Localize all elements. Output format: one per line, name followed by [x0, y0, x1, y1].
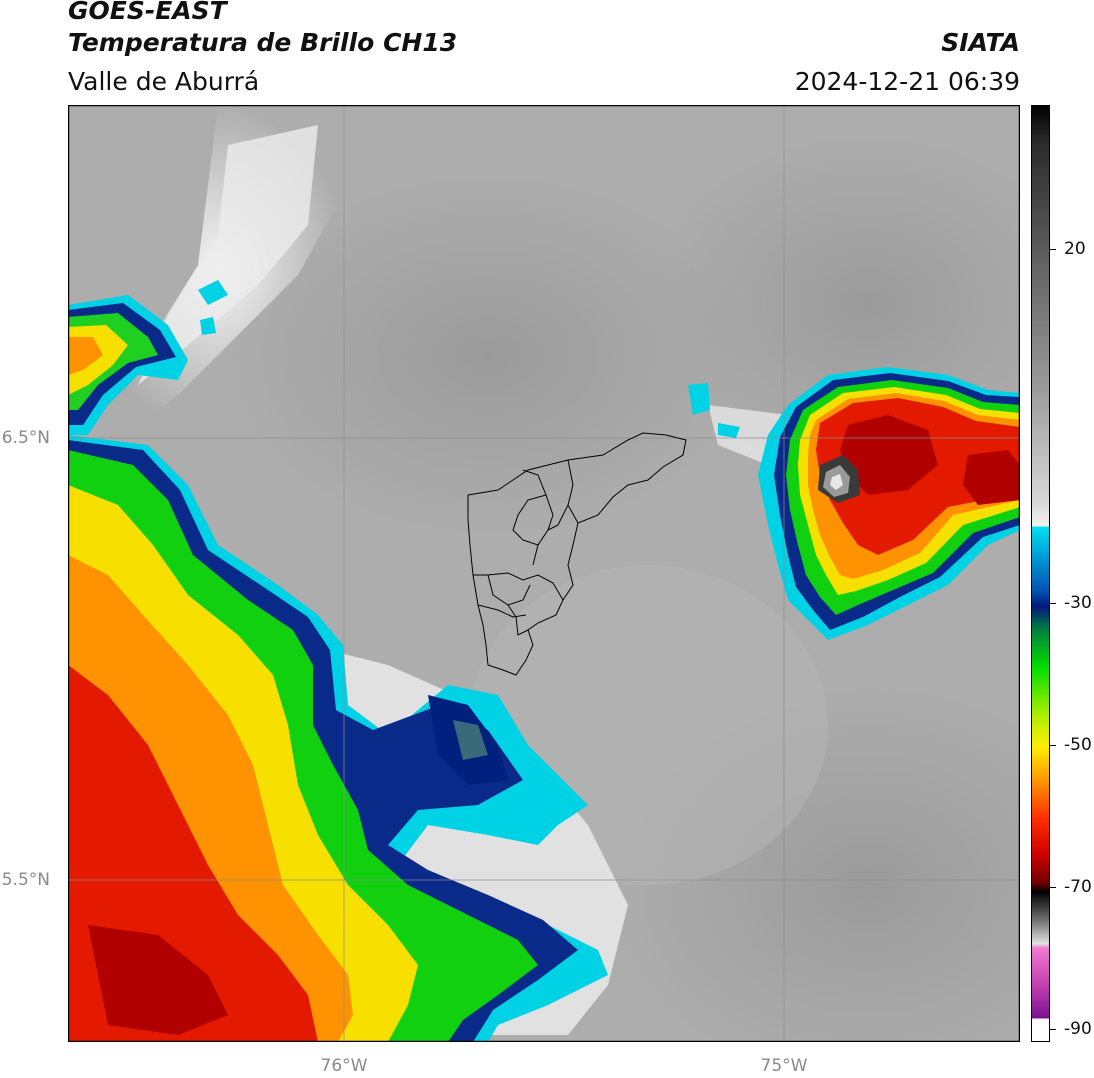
colorbar-label-minus90: -90	[1064, 1019, 1092, 1039]
region-title: Valle de Aburrá	[68, 67, 260, 96]
colorbar-tick-20	[1050, 249, 1056, 250]
municipal-boundaries	[467, 432, 687, 676]
colorbar-tick-minus50	[1050, 745, 1056, 746]
colorbar-tick-minus70	[1050, 887, 1056, 888]
colorbar-label-minus30: -30	[1064, 593, 1092, 613]
lon-label-75w: 75°W	[760, 1056, 808, 1076]
colorbar-tick-minus30	[1050, 603, 1056, 604]
colorbar-tick-minus90	[1050, 1029, 1056, 1030]
lon-label-76w: 76°W	[320, 1056, 368, 1076]
product-title: Temperatura de Brillo CH13	[68, 28, 458, 57]
lat-label-6.5: 6.5°N	[1, 428, 50, 448]
datetime-label: 2024-12-21 06:39	[794, 67, 1020, 96]
lat-label-5.5: 5.5°N	[1, 870, 50, 890]
colorbar-label-20: 20	[1064, 239, 1086, 259]
colorbar-label-minus50: -50	[1064, 735, 1092, 755]
colorbar-label-minus70: -70	[1064, 877, 1092, 897]
satellite-map[interactable]	[68, 105, 1020, 1042]
satellite-title: GOES-EAST	[68, 0, 227, 25]
organization-label: SIATA	[941, 28, 1020, 57]
colorbar	[1031, 105, 1050, 1042]
